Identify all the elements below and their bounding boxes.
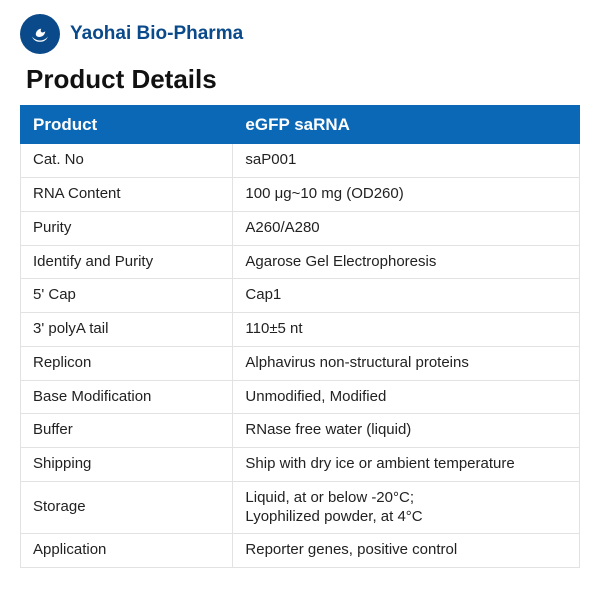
row-value: RNase free water (liquid) [233, 414, 580, 448]
brand-header: Yaohai Bio-Pharma [20, 14, 580, 54]
table-header-value: eGFP saRNA [233, 106, 580, 144]
row-value: Reporter genes, positive control [233, 534, 580, 568]
row-label: 5' Cap [21, 279, 233, 313]
row-label: Replicon [21, 346, 233, 380]
dove-hands-icon [27, 21, 53, 47]
table-row: 3' polyA tail110±5 nt [21, 313, 580, 347]
row-value: saP001 [233, 144, 580, 178]
table-row: Base ModificationUnmodified, Modified [21, 380, 580, 414]
section-title: Product Details [26, 64, 580, 95]
table-row: ShippingShip with dry ice or ambient tem… [21, 448, 580, 482]
table-header-row: Product eGFP saRNA [21, 106, 580, 144]
row-value: Cap1 [233, 279, 580, 313]
table-row: StorageLiquid, at or below -20°C; Lyophi… [21, 481, 580, 534]
row-label: Purity [21, 211, 233, 245]
row-label: Cat. No [21, 144, 233, 178]
row-value: Unmodified, Modified [233, 380, 580, 414]
row-label: Storage [21, 481, 233, 534]
row-value: Liquid, at or below -20°C; Lyophilized p… [233, 481, 580, 534]
row-label: Shipping [21, 448, 233, 482]
table-row: Identify and PurityAgarose Gel Electroph… [21, 245, 580, 279]
brand-logo [20, 14, 60, 54]
row-value: 110±5 nt [233, 313, 580, 347]
table-row: PurityA260/A280 [21, 211, 580, 245]
row-label: Buffer [21, 414, 233, 448]
table-header-label: Product [21, 106, 233, 144]
row-label: Application [21, 534, 233, 568]
row-value: A260/A280 [233, 211, 580, 245]
product-details-table: Product eGFP saRNA Cat. NosaP001RNA Cont… [20, 105, 580, 568]
row-label: Base Modification [21, 380, 233, 414]
table-row: RepliconAlphavirus non-structural protei… [21, 346, 580, 380]
table-body: Cat. NosaP001RNA Content100 μg~10 mg (OD… [21, 144, 580, 568]
row-value: Alphavirus non-structural proteins [233, 346, 580, 380]
row-value: 100 μg~10 mg (OD260) [233, 178, 580, 212]
table-row: 5' CapCap1 [21, 279, 580, 313]
row-label: Identify and Purity [21, 245, 233, 279]
table-row: RNA Content100 μg~10 mg (OD260) [21, 178, 580, 212]
row-value: Agarose Gel Electrophoresis [233, 245, 580, 279]
company-name: Yaohai Bio-Pharma [70, 23, 243, 45]
row-value: Ship with dry ice or ambient temperature [233, 448, 580, 482]
row-label: 3' polyA tail [21, 313, 233, 347]
row-label: RNA Content [21, 178, 233, 212]
table-row: ApplicationReporter genes, positive cont… [21, 534, 580, 568]
table-row: BufferRNase free water (liquid) [21, 414, 580, 448]
table-row: Cat. NosaP001 [21, 144, 580, 178]
